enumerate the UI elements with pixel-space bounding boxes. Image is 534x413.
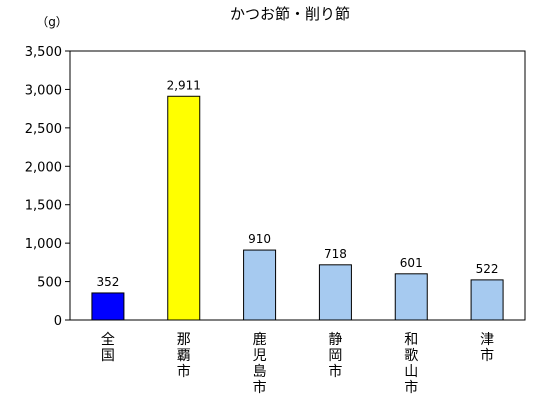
- bar: [243, 249, 277, 321]
- data-labels: 352 2,911 910 718 601 522: [96, 78, 498, 289]
- category-label: 全国: [101, 331, 115, 364]
- bar: [91, 292, 125, 321]
- y-axis: 0 500 1,000 1,500 2,000 2,500 3,000 3,500: [25, 45, 70, 329]
- y-tick-label: 3,000: [25, 83, 62, 98]
- y-tick-label: 1,000: [25, 237, 62, 252]
- y-axis-unit: （g）: [36, 15, 68, 29]
- category-label: 鹿児島市: [253, 331, 267, 396]
- data-label: 718: [324, 247, 347, 261]
- plot-area-frame: [69, 50, 526, 321]
- y-tick-label: 1,500: [25, 199, 62, 214]
- data-label: 2,911: [167, 78, 201, 92]
- data-label: 522: [476, 262, 499, 276]
- y-tick-label: 500: [37, 276, 62, 291]
- data-label: 601: [400, 256, 423, 270]
- category-label: 那覇市: [177, 332, 191, 380]
- y-tick-label: 2,000: [25, 160, 62, 175]
- bar: [318, 264, 352, 321]
- data-label: 910: [248, 232, 271, 246]
- data-label: 352: [96, 275, 119, 289]
- y-tick-label: 2,500: [25, 122, 62, 137]
- chart-title: かつお節・削り節: [230, 5, 350, 23]
- category-label: 津市: [480, 332, 494, 364]
- bar: [470, 279, 504, 321]
- category-label: 静岡市: [328, 332, 342, 380]
- bars: [91, 95, 504, 321]
- y-tick-label: 3,500: [25, 45, 62, 60]
- bar: [167, 95, 201, 321]
- category-labels: 全国 那覇市 鹿児島市 静岡市 和歌山市 津市: [101, 331, 494, 396]
- bar: [394, 273, 428, 321]
- y-tick-label: 0: [54, 314, 62, 329]
- category-label: 和歌山市: [404, 332, 418, 396]
